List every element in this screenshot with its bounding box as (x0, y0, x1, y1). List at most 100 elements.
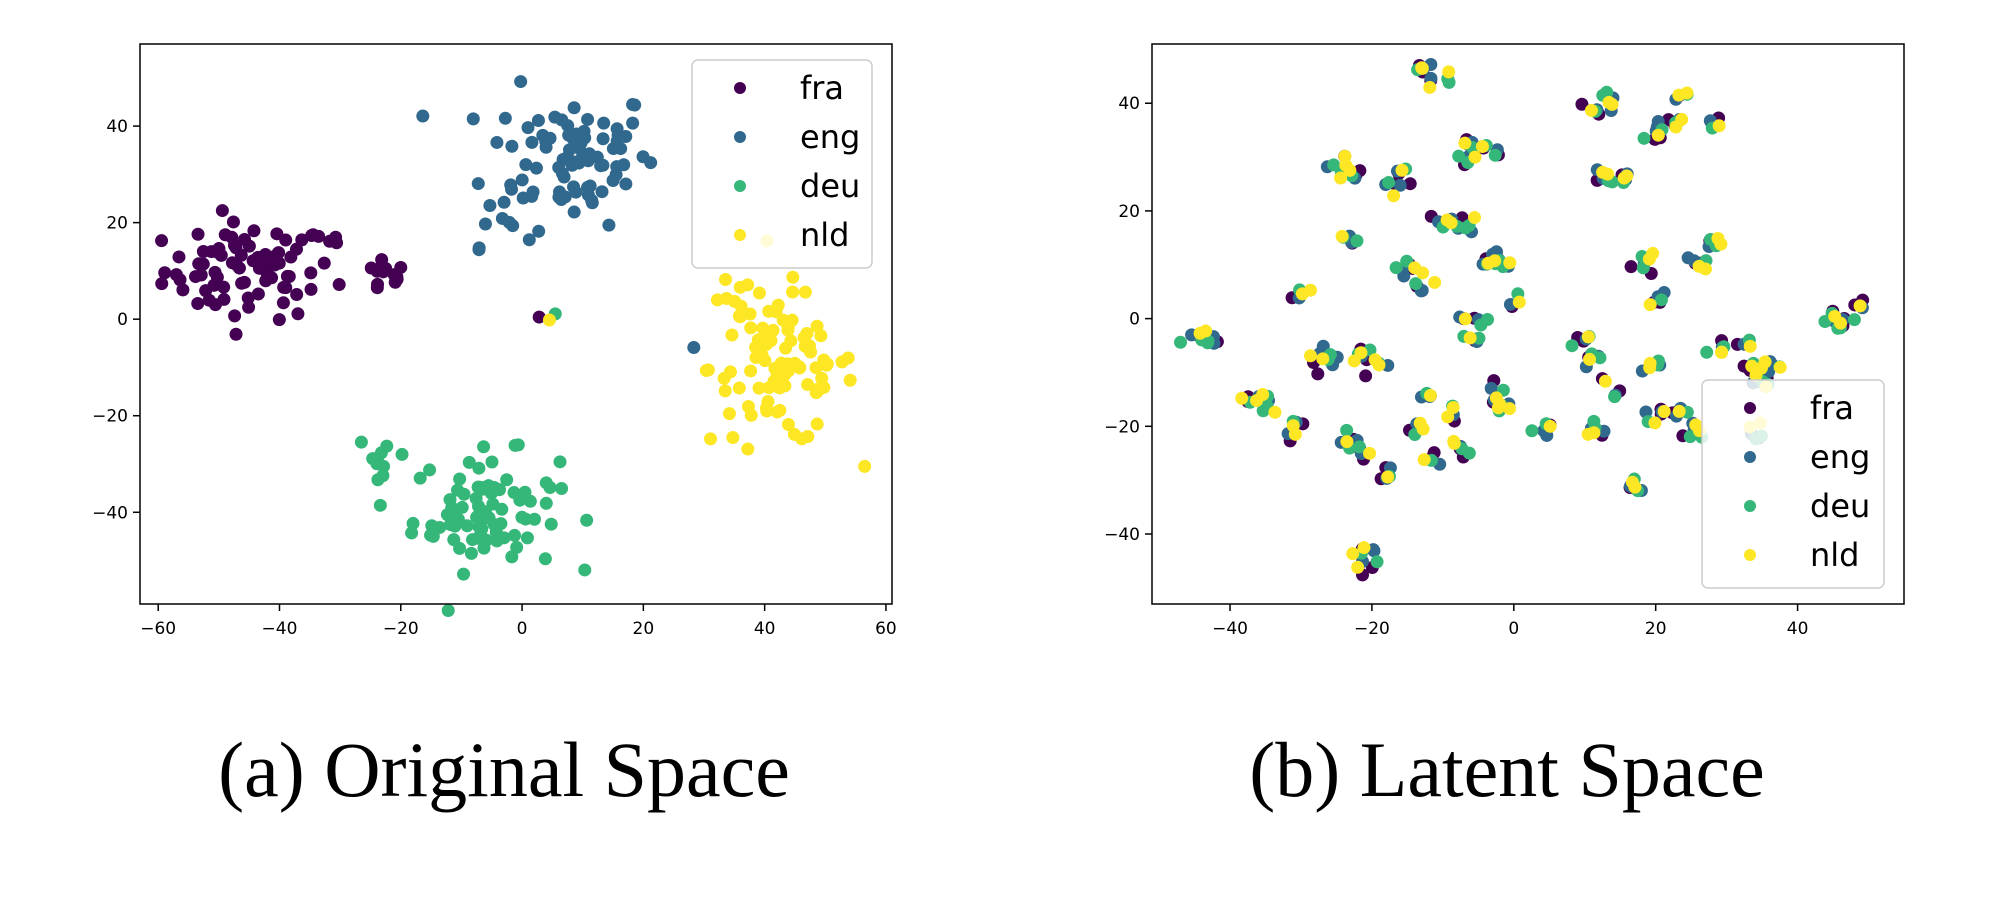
point-nld (751, 333, 765, 347)
point-nld (1598, 374, 1612, 388)
legend-marker-eng (734, 131, 746, 143)
point-nld (1601, 167, 1615, 181)
point-nld (1335, 229, 1349, 243)
point-nld (810, 417, 824, 431)
point-eng (567, 180, 581, 194)
point-nld (800, 326, 814, 340)
point-nld (786, 270, 800, 284)
y-tick-label-b: 20 (1118, 202, 1140, 222)
point-nld (1395, 163, 1409, 177)
point-nld (1642, 252, 1656, 266)
legend-label-fra: fra (800, 69, 844, 107)
point-nld (1441, 410, 1455, 424)
legend-label-deu: deu (1810, 487, 1870, 525)
point-fra (196, 244, 210, 258)
point-deu (1654, 293, 1668, 307)
legend-label-nld: nld (1810, 536, 1859, 574)
point-nld (841, 351, 855, 365)
point-deu (1481, 313, 1495, 327)
point-deu (1442, 75, 1456, 89)
point-nld (1672, 404, 1686, 418)
point-deu (1565, 339, 1579, 353)
point-fra (272, 313, 286, 327)
point-deu (366, 452, 380, 466)
point-deu (413, 471, 427, 485)
point-deu (1525, 424, 1539, 438)
point-deu (578, 563, 592, 577)
point-eng (531, 113, 545, 127)
point-deu (543, 481, 557, 495)
point-nld (771, 298, 785, 312)
point-fra (304, 266, 318, 280)
point-fra (276, 296, 290, 310)
point-deu (487, 518, 501, 532)
point-nld (752, 286, 766, 300)
point-nld (1581, 330, 1595, 344)
point-deu (443, 493, 457, 507)
point-nld (817, 353, 831, 367)
point-fra (172, 250, 186, 264)
point-eng (562, 143, 576, 157)
point-eng (514, 75, 528, 89)
point-nld (741, 278, 755, 292)
point-fra (272, 246, 286, 260)
point-eng (525, 135, 539, 149)
point-eng (585, 193, 599, 207)
point-eng (505, 139, 519, 153)
point-nld (1689, 418, 1703, 432)
point-nld (858, 459, 872, 473)
point-nld (1415, 61, 1429, 75)
point-fra (225, 256, 239, 270)
point-fra (272, 256, 286, 270)
point-nld (1372, 358, 1386, 372)
point-nld (1458, 136, 1472, 150)
point-nld (1605, 97, 1619, 111)
point-nld (762, 304, 776, 318)
point-eng (543, 131, 557, 145)
point-deu (469, 491, 483, 505)
point-nld (776, 313, 790, 327)
point-fra (394, 260, 408, 274)
point-nld (1512, 295, 1526, 309)
point-nld (1381, 470, 1395, 484)
legend-marker-fra (734, 82, 746, 94)
point-deu (555, 482, 569, 496)
x-tick-label-b: −40 (1212, 619, 1248, 639)
point-nld (1648, 416, 1662, 430)
point-nld (744, 364, 758, 378)
point-fra (228, 309, 242, 323)
legend-label-deu: deu (800, 167, 860, 205)
point-deu (371, 473, 385, 487)
point-eng (636, 150, 650, 164)
point-nld (762, 381, 776, 395)
plot-area-a (155, 75, 872, 618)
point-nld (1423, 388, 1437, 402)
point-eng (478, 217, 492, 231)
point-deu (471, 480, 485, 494)
point-fra (304, 282, 318, 296)
point-fra (238, 233, 252, 247)
point-nld (801, 378, 815, 392)
point-deu (477, 440, 491, 454)
point-nld (1488, 254, 1502, 268)
point-fra (306, 228, 320, 242)
point-nld (1408, 261, 1422, 275)
point-deu (500, 473, 514, 487)
point-eng (596, 132, 610, 146)
point-fra (370, 281, 384, 295)
point-fra (226, 215, 240, 229)
x-tick-label-b: 20 (1645, 619, 1667, 639)
point-eng (569, 127, 583, 141)
point-deu (1389, 261, 1403, 275)
point-nld (1475, 139, 1489, 153)
point-eng (502, 215, 516, 229)
point-deu (1700, 345, 1714, 359)
point-nld (1340, 435, 1354, 449)
point-deu (528, 512, 542, 526)
point-nld (1413, 416, 1427, 430)
point-deu (441, 604, 455, 618)
point-nld (734, 299, 748, 313)
point-deu (1488, 148, 1502, 162)
point-nld (1447, 434, 1461, 448)
point-nld (744, 321, 758, 335)
